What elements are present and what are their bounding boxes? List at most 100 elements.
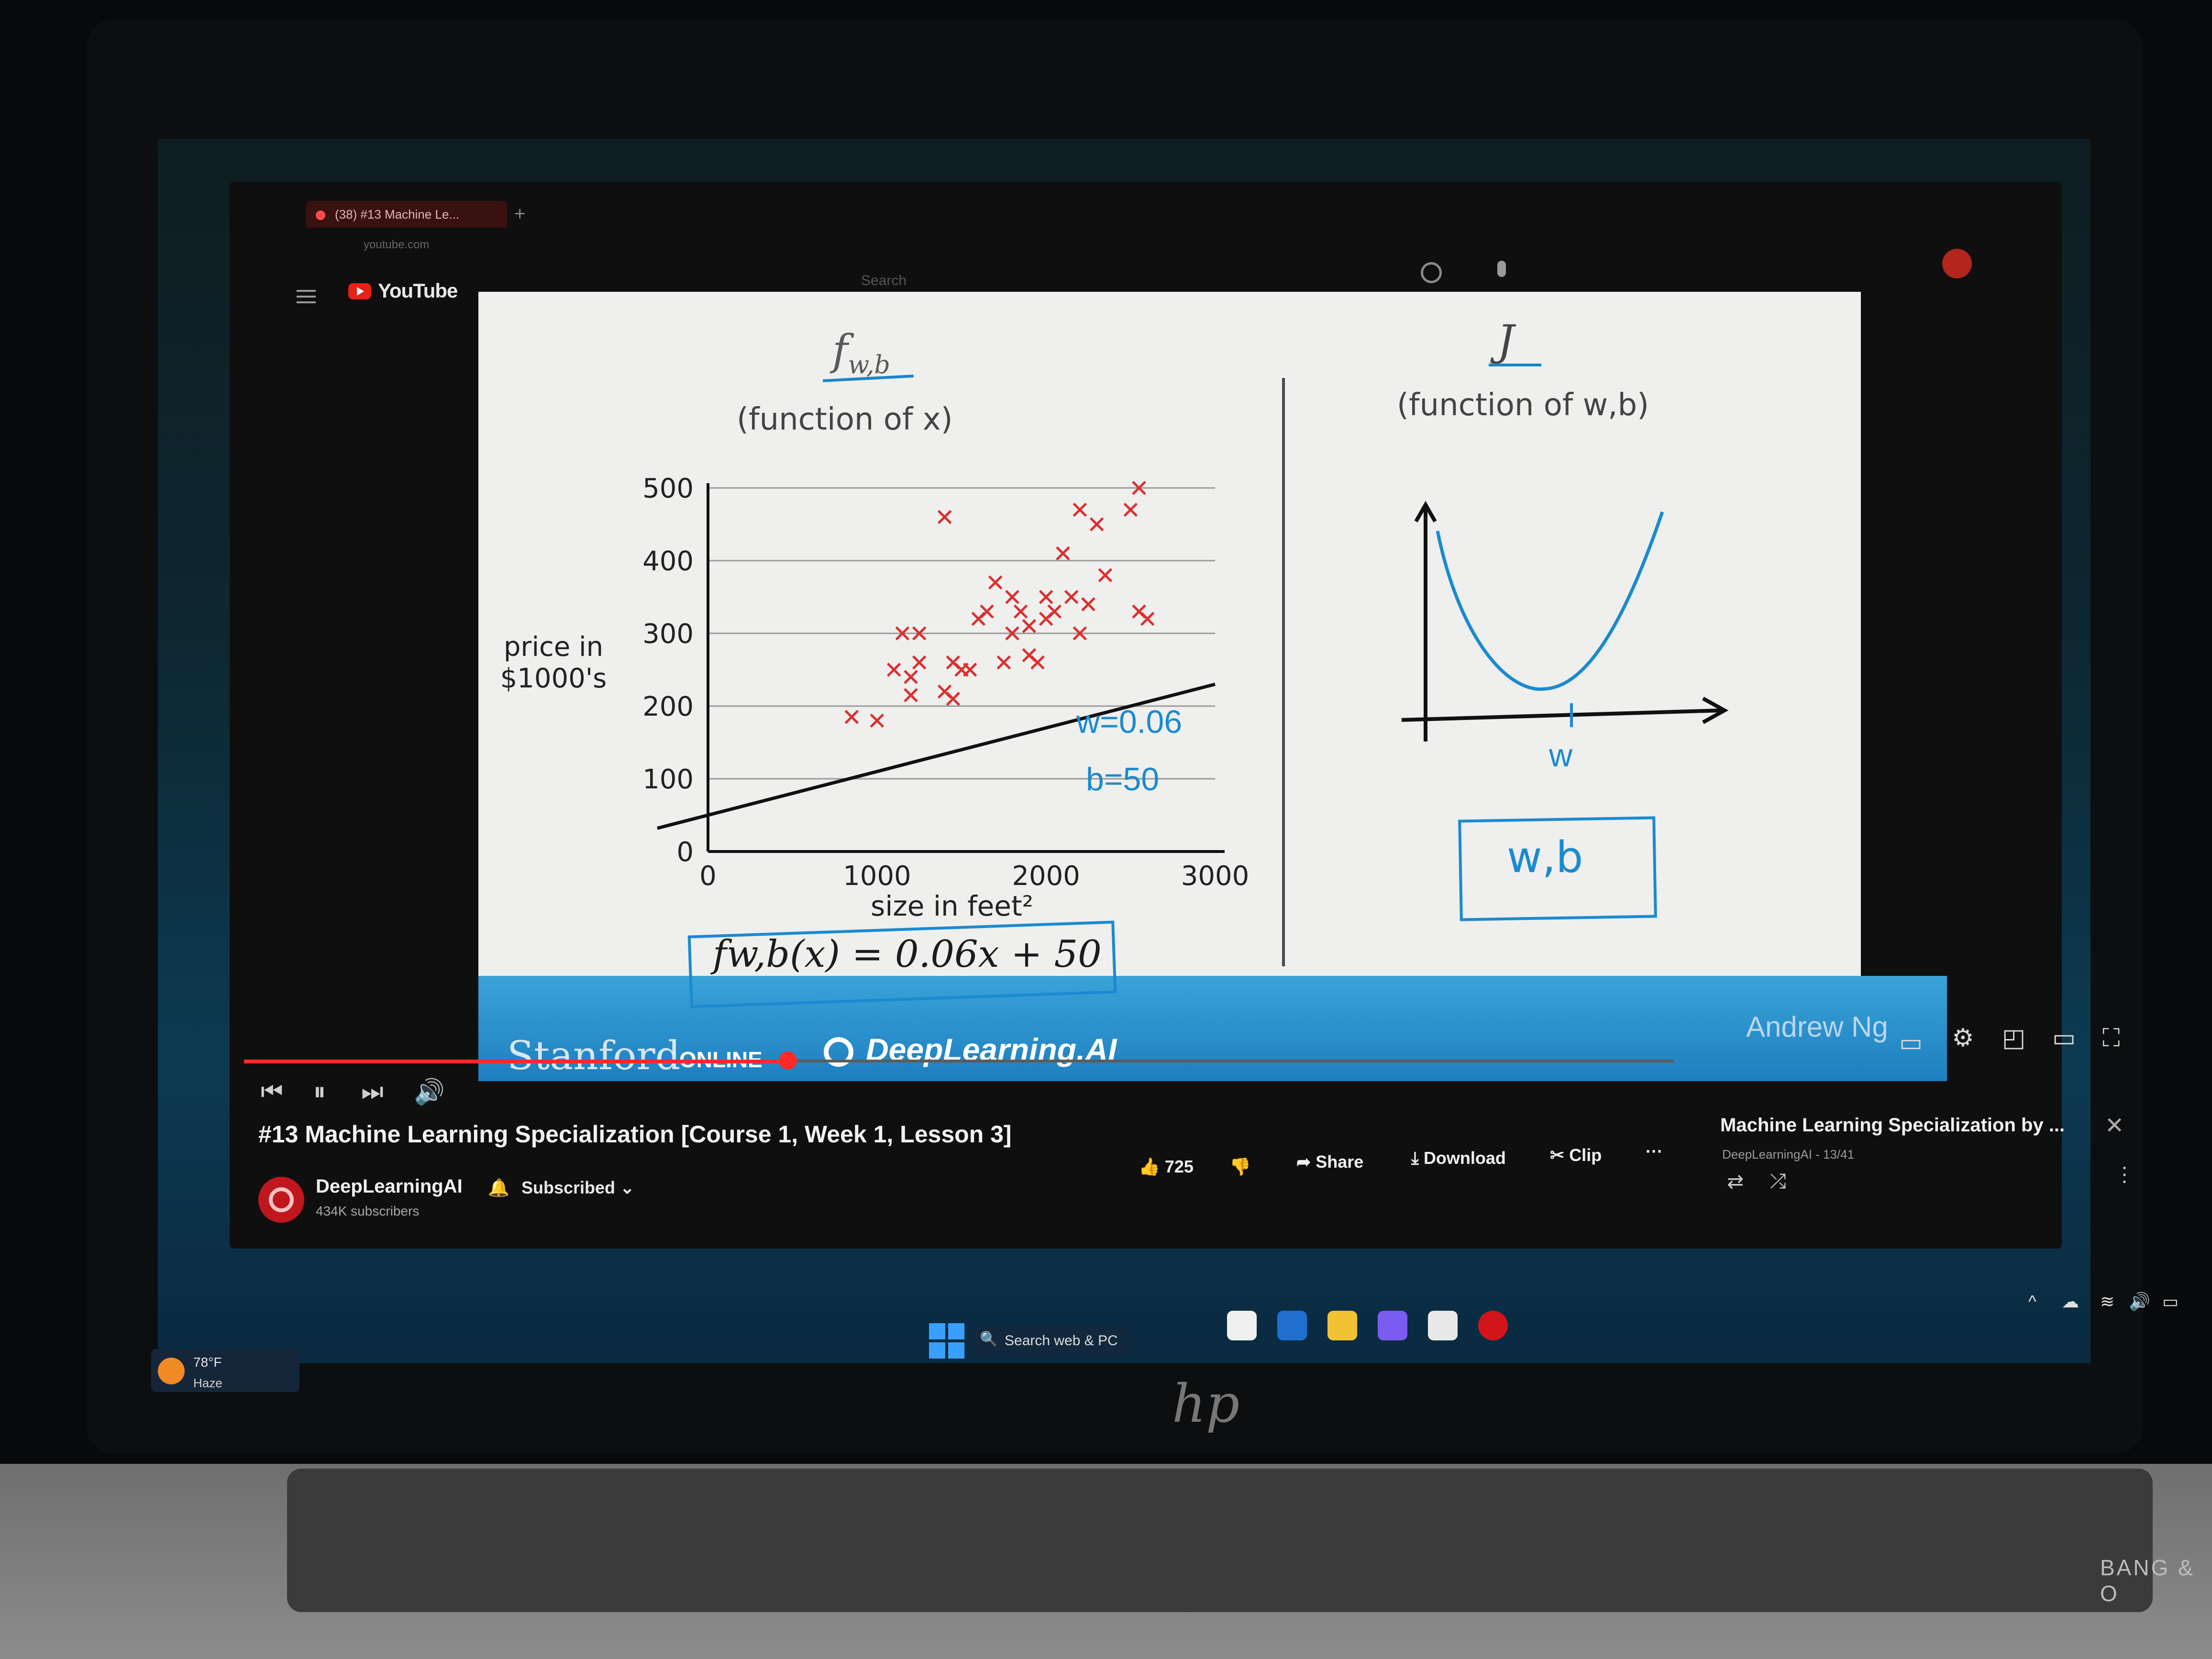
progress-played[interactable]	[244, 1060, 789, 1063]
start-icon[interactable]	[929, 1323, 964, 1359]
laptop-hinge	[287, 1469, 2153, 1612]
data-point	[1013, 604, 1028, 619]
x-tick-label: 3000	[1181, 861, 1250, 890]
slide-left-subtitle: (function of x)	[737, 402, 953, 437]
more-actions-button[interactable]: ···	[1646, 1141, 1663, 1161]
y-tick-label: 300	[642, 619, 694, 650]
data-point	[1056, 546, 1070, 561]
data-point-stroke	[1013, 604, 1028, 619]
microphone-icon[interactable]	[1497, 261, 1506, 277]
y-tick-label: 0	[676, 837, 694, 868]
wifi-icon[interactable]: ≋	[2100, 1292, 2115, 1311]
speaker-brand: BANG & O	[2100, 1555, 2195, 1606]
data-point	[1030, 655, 1045, 670]
tray-chevron-icon[interactable]: ^	[2028, 1292, 2036, 1311]
data-point-stroke	[1132, 481, 1146, 495]
search-icon[interactable]	[1421, 262, 1442, 283]
subscribed-button[interactable]: Subscribed ⌄	[521, 1178, 634, 1198]
theater-icon[interactable]: ▭	[2052, 1024, 2076, 1052]
volume-tray-icon[interactable]: 🔊	[2129, 1292, 2150, 1311]
w-axis-arrowhead	[1702, 697, 1729, 724]
share-button[interactable]: ➦ Share	[1296, 1152, 1363, 1172]
slide-divider	[1282, 378, 1285, 966]
browser-tab[interactable]: (38) #13 Machine Le...	[306, 201, 507, 228]
battery-icon[interactable]: ▭	[2162, 1292, 2179, 1311]
data-point-stroke	[1123, 502, 1138, 517]
data-point	[1005, 626, 1019, 641]
next-icon[interactable]: ⏭	[361, 1078, 384, 1106]
data-point	[937, 510, 952, 524]
progress-remaining[interactable]	[789, 1060, 1674, 1062]
data-point-stroke	[1132, 604, 1146, 619]
progress-scrubber[interactable]	[779, 1051, 797, 1070]
kebab-menu-icon[interactable]: ⋮	[2114, 1163, 2135, 1185]
store-icon[interactable]	[1428, 1311, 1458, 1340]
playlist-title[interactable]: Machine Learning Specialization by ...	[1720, 1115, 2065, 1136]
annotation-b: b=50	[1086, 761, 1160, 797]
youtube-logo-text[interactable]: YouTube	[378, 279, 458, 302]
data-point-stroke	[946, 655, 961, 670]
hamburger-menu-icon[interactable]	[297, 286, 316, 307]
data-point-stroke	[912, 626, 927, 641]
account-avatar[interactable]	[1942, 249, 1972, 278]
scatter-chart: 0 100 200 300 400 500 0 1000 2000 3000	[642, 473, 1250, 890]
slide-right-subtitle: (function of w,b)	[1397, 387, 1649, 423]
y-tick-label: 500	[642, 473, 694, 504]
data-point-stroke	[1047, 604, 1062, 619]
x-tick-label: 0	[699, 861, 717, 890]
y-axis-label-line1: price in	[503, 631, 604, 663]
cost-curve-chart	[1401, 500, 1729, 741]
data-point	[1005, 590, 1019, 604]
data-point	[1073, 502, 1087, 517]
data-point-stroke	[1039, 590, 1053, 604]
stanford-logo: Stanford	[507, 1033, 681, 1079]
bell-icon: 🔔	[488, 1178, 509, 1197]
fullscreen-icon[interactable]: ⛶	[2102, 1024, 2120, 1052]
new-tab-button[interactable]: +	[514, 203, 526, 224]
volume-icon[interactable]: 🔊	[414, 1078, 445, 1106]
file-explorer-icon[interactable]	[1327, 1311, 1357, 1340]
address-bar[interactable]: youtube.com	[364, 238, 430, 251]
data-point	[904, 688, 918, 702]
slide-right-title: J	[1497, 316, 1515, 365]
data-point	[1089, 517, 1104, 531]
data-point	[962, 663, 977, 677]
prev-icon[interactable]: ⏮	[261, 1078, 283, 1106]
close-icon[interactable]: ✕	[2105, 1113, 2124, 1139]
data-point-stroke	[844, 710, 859, 724]
clip-button[interactable]: ✂ Clip	[1550, 1145, 1602, 1165]
search-input[interactable]: Search	[861, 273, 907, 288]
onedrive-icon[interactable]: ☁	[2062, 1292, 2079, 1311]
thumbs-down-icon: 👎	[1229, 1157, 1251, 1176]
taskbar-search[interactable]: Search web & PC	[971, 1325, 1134, 1357]
data-point	[870, 713, 885, 728]
chevron-down-icon: ⌄	[620, 1178, 635, 1197]
data-point	[1140, 611, 1155, 626]
data-point-stroke	[912, 655, 927, 670]
data-point-stroke	[962, 663, 977, 677]
data-point	[904, 670, 918, 684]
data-point-stroke	[1098, 568, 1113, 583]
x-axis-label: size in feet²	[871, 890, 1033, 922]
data-point-stroke	[1030, 655, 1045, 670]
vscode-icon[interactable]	[1277, 1311, 1307, 1340]
download-button[interactable]: ⤓ Download	[1411, 1148, 1506, 1169]
copilot-icon[interactable]	[1378, 1311, 1407, 1340]
scissors-icon: ✂	[1550, 1145, 1565, 1165]
miniplayer-icon[interactable]: ◰	[2002, 1024, 2026, 1052]
dislike-button[interactable]: 👎	[1229, 1157, 1251, 1177]
shuffle-icon[interactable]: ⤮	[1770, 1170, 1786, 1192]
channel-name[interactable]: DeepLearningAI	[316, 1176, 463, 1197]
data-point	[912, 655, 927, 670]
data-point	[1132, 481, 1146, 495]
settings-icon[interactable]: ⚙	[1952, 1024, 1974, 1052]
loop-icon[interactable]: ⇄	[1727, 1170, 1744, 1193]
subtitles-icon[interactable]: ▭	[1899, 1029, 1923, 1057]
pause-icon[interactable]: ⏸	[313, 1078, 326, 1106]
slide-footer-band	[478, 976, 1947, 1081]
data-point	[946, 692, 961, 706]
opera-icon[interactable]	[1478, 1311, 1508, 1340]
like-button[interactable]: 👍 725	[1139, 1157, 1194, 1177]
task-view-icon[interactable]	[1227, 1311, 1257, 1340]
data-point	[1022, 619, 1037, 633]
